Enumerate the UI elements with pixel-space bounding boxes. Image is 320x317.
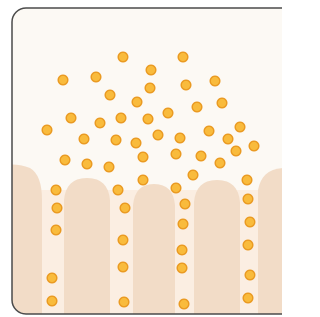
- villi-illustration: [0, 0, 282, 317]
- particle: [120, 203, 130, 213]
- particle: [143, 114, 153, 124]
- particle: [210, 76, 220, 86]
- particle: [177, 263, 187, 273]
- particle: [111, 135, 121, 145]
- particle: [119, 297, 129, 307]
- particle: [51, 185, 61, 195]
- particle: [223, 134, 233, 144]
- particle: [153, 130, 163, 140]
- particle: [146, 65, 156, 75]
- particle: [118, 262, 128, 272]
- villus: [64, 178, 110, 317]
- particle: [132, 97, 142, 107]
- particle: [178, 219, 188, 229]
- particle: [58, 75, 68, 85]
- particle: [245, 217, 255, 227]
- page: (() => { const g = document.getElementBy…: [0, 0, 320, 317]
- particle: [145, 83, 155, 93]
- particle: [60, 155, 70, 165]
- villus: [258, 168, 282, 317]
- particle: [181, 80, 191, 90]
- particle: [91, 72, 101, 82]
- particle: [118, 52, 128, 62]
- particle: [163, 108, 173, 118]
- particle: [138, 152, 148, 162]
- particle: [217, 98, 227, 108]
- particle: [104, 162, 114, 172]
- particle: [179, 299, 189, 309]
- particle: [204, 126, 214, 136]
- particle: [177, 245, 187, 255]
- particle: [52, 203, 62, 213]
- particle: [235, 122, 245, 132]
- particle: [231, 146, 241, 156]
- particle: [131, 138, 141, 148]
- particle: [188, 170, 198, 180]
- particle: [242, 175, 252, 185]
- particle: [175, 133, 185, 143]
- particle: [51, 225, 61, 235]
- particle: [178, 52, 188, 62]
- particle: [196, 151, 206, 161]
- villus: [133, 184, 175, 317]
- particle: [105, 90, 115, 100]
- particle: [116, 113, 126, 123]
- particle: [118, 235, 128, 245]
- particle: [66, 113, 76, 123]
- villus: [194, 180, 240, 317]
- particle: [113, 185, 123, 195]
- particle: [243, 194, 253, 204]
- villus: [0, 164, 42, 317]
- particle: [95, 118, 105, 128]
- particle: [82, 159, 92, 169]
- particle: [249, 141, 259, 151]
- particle: [138, 175, 148, 185]
- particle: [42, 125, 52, 135]
- particle: [171, 183, 181, 193]
- particle: [243, 293, 253, 303]
- particle: [243, 240, 253, 250]
- particle: [215, 158, 225, 168]
- particle: [192, 102, 202, 112]
- particle: [171, 149, 181, 159]
- particle: [47, 296, 57, 306]
- particle: [47, 273, 57, 283]
- particle: [79, 134, 89, 144]
- particle: [180, 199, 190, 209]
- particle: [245, 270, 255, 280]
